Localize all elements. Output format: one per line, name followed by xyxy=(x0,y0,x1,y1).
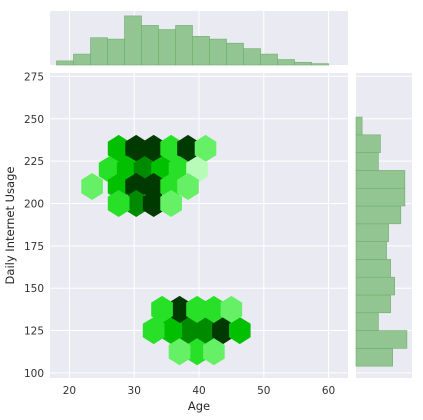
top-histogram-bar xyxy=(175,25,193,66)
top-histogram-bar xyxy=(107,38,125,66)
hexbin-cell xyxy=(151,295,173,323)
y-tick-label: 100 xyxy=(24,368,44,380)
x-tick-label: 50 xyxy=(257,385,270,397)
top-histogram-bar xyxy=(73,53,91,66)
hexbin-cell xyxy=(212,317,234,345)
top-histogram-bar xyxy=(277,59,295,66)
hexbin-cell xyxy=(229,317,251,345)
top-histogram-bar xyxy=(311,63,329,66)
right-histogram-bar xyxy=(355,170,406,189)
hexbin-cell xyxy=(220,295,243,323)
top-histogram-bar xyxy=(260,53,278,66)
hexbin-cell xyxy=(142,134,165,162)
hexbin-cell xyxy=(142,190,165,217)
top-histogram-bar xyxy=(141,25,159,66)
hexbin-cell xyxy=(177,173,199,200)
hexbin-cell xyxy=(81,173,103,200)
right-histogram-bar xyxy=(355,259,391,278)
hexbin-cell xyxy=(107,173,130,200)
top-histogram-bar xyxy=(124,15,142,66)
y-tick-label: 250 xyxy=(24,114,44,126)
hexbin-cell xyxy=(177,134,199,162)
y-tick-label: 150 xyxy=(24,283,44,295)
top-histogram-panel xyxy=(50,11,348,66)
top-histogram-bar xyxy=(209,38,227,66)
y-tick-label: 175 xyxy=(24,241,44,253)
hexbin-cell xyxy=(177,317,199,345)
right-histogram-bar xyxy=(355,152,379,171)
x-axis-label: Age xyxy=(188,399,210,413)
hexbin-cell xyxy=(142,317,165,345)
hexbin-cell xyxy=(168,338,191,366)
top-histogram-bar xyxy=(56,60,74,66)
top-histogram-bar xyxy=(90,37,108,66)
y-axis-label: Daily Internet Usage xyxy=(3,167,17,285)
y-tick-label: 200 xyxy=(24,198,44,210)
right-histogram-bar xyxy=(355,330,408,349)
x-tick-label: 40 xyxy=(192,385,205,397)
hexbin-cell xyxy=(194,134,217,162)
hexbin-cell xyxy=(203,338,225,366)
x-tick-label: 30 xyxy=(128,385,141,397)
right-histogram-bar xyxy=(355,116,363,136)
hexbin-cell xyxy=(186,338,208,366)
top-histogram-bar xyxy=(294,61,312,66)
right-histogram-bar xyxy=(355,205,402,225)
hexbin-cell xyxy=(160,317,182,345)
right-histogram-bar xyxy=(355,223,389,242)
right-histogram-bar xyxy=(355,348,393,367)
hexbin-cell xyxy=(142,173,165,200)
right-histogram-bar xyxy=(355,276,395,296)
hexbin-cell xyxy=(160,190,182,217)
hexbin-cell xyxy=(160,134,182,162)
top-histogram-bar xyxy=(192,36,210,66)
hexbin-cell xyxy=(194,317,217,345)
right-histogram-panel xyxy=(355,73,412,378)
top-histogram-bar xyxy=(226,42,244,66)
hexbin-cell xyxy=(107,134,130,162)
x-tick-label: 20 xyxy=(63,385,76,397)
hexbin-cell xyxy=(125,173,147,200)
right-histogram-bar xyxy=(355,241,387,260)
hexbin-cell xyxy=(107,190,130,217)
hexbin-panel: 20 30 40 50 60 100 125 150 175 200 225 250 275 xyxy=(24,71,348,397)
right-histogram-bar xyxy=(355,294,391,314)
y-tick-label: 225 xyxy=(24,156,44,168)
hexbin-cell xyxy=(186,295,208,323)
top-histogram-bar xyxy=(158,29,176,66)
x-tick-label: 60 xyxy=(322,385,335,397)
hexbin-cell xyxy=(168,295,191,323)
right-histogram-bar xyxy=(355,312,379,331)
top-histogram-bar xyxy=(243,48,261,66)
right-histogram-bar xyxy=(355,134,381,153)
hexbin-cell xyxy=(125,134,147,162)
hexbin-cell xyxy=(203,295,225,323)
hexbin-cell xyxy=(160,173,182,200)
y-tick-label: 125 xyxy=(24,326,44,338)
hexbin-cell xyxy=(125,190,147,217)
y-tick-label: 275 xyxy=(24,71,44,83)
right-histogram-bar xyxy=(355,187,406,207)
